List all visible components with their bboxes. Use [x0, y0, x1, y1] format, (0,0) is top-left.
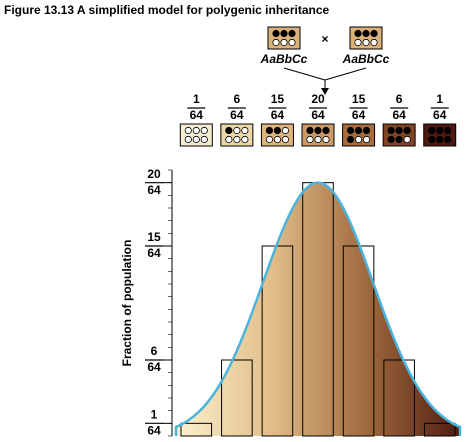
- allele-dot: [444, 126, 452, 135]
- genotype-fraction-denominator: 64: [392, 108, 406, 122]
- genotype-fraction-numerator: 15: [352, 92, 366, 106]
- genotype-fraction-numerator: 1: [193, 92, 200, 106]
- allele-dot: [403, 135, 411, 144]
- genotype-fraction-denominator: 64: [311, 108, 325, 122]
- figure-title: Figure 13.13 A simplified model for poly…: [4, 3, 330, 17]
- genotype-fraction-numerator: 20: [311, 92, 325, 106]
- bell-curve: [174, 181, 462, 436]
- cross-symbol: ×: [321, 32, 328, 46]
- y-tick-label-denominator: 64: [147, 424, 161, 438]
- allele-dot: [306, 135, 314, 144]
- genotype-fraction-denominator: 64: [190, 108, 204, 122]
- allele-dot: [184, 126, 192, 135]
- allele-dot: [354, 29, 362, 38]
- allele-dot: [288, 29, 296, 38]
- allele-dot: [346, 135, 355, 144]
- allele-dot: [200, 126, 208, 135]
- y-tick-label-numerator: 1: [151, 408, 158, 422]
- y-tick-label-denominator: 64: [147, 183, 161, 197]
- allele-dot: [362, 29, 370, 38]
- y-axis-label: Fraction of population: [120, 240, 134, 367]
- allele-dot: [322, 135, 330, 144]
- genotype-fraction-denominator: 64: [352, 108, 366, 122]
- allele-dot: [272, 38, 280, 47]
- allele-dot: [395, 126, 403, 135]
- genotype-fraction-numerator: 15: [271, 92, 285, 106]
- allele-dot: [362, 126, 371, 135]
- genotype-fraction-denominator: 64: [271, 108, 285, 122]
- allele-dot: [233, 126, 241, 135]
- genotype-fraction-numerator: 1: [436, 92, 443, 106]
- allele-dot: [428, 135, 436, 144]
- bar: [383, 359, 415, 437]
- genotype-fraction-numerator: 6: [234, 92, 241, 106]
- allele-dot: [370, 38, 378, 47]
- allele-dot: [241, 135, 249, 144]
- allele-dot: [306, 126, 314, 135]
- allele-dot: [280, 38, 288, 47]
- allele-dot: [200, 135, 208, 144]
- allele-dot: [225, 135, 233, 144]
- allele-dot: [428, 126, 436, 135]
- y-tick-label-numerator: 15: [147, 230, 161, 244]
- allele-dot: [387, 135, 395, 144]
- allele-dot: [192, 126, 200, 135]
- allele-dot: [362, 135, 371, 144]
- allele-dot: [288, 38, 296, 47]
- bar: [423, 422, 456, 437]
- allele-dot: [314, 135, 322, 144]
- genotype-fraction-numerator: 6: [396, 92, 403, 106]
- parent-genotype: AaBbCc: [260, 52, 308, 66]
- allele-dot: [362, 38, 370, 47]
- allele-dot: [184, 135, 192, 144]
- allele-dot: [370, 29, 378, 38]
- bar: [180, 422, 213, 437]
- allele-dot: [346, 126, 355, 135]
- genotype-fraction-denominator: 64: [230, 108, 244, 122]
- y-tick-label-denominator: 64: [147, 246, 161, 260]
- allele-dot: [444, 135, 452, 144]
- allele-dot: [192, 135, 200, 144]
- allele-dot: [436, 126, 444, 135]
- allele-dot: [273, 126, 282, 135]
- bar: [221, 359, 253, 437]
- allele-dot: [265, 126, 274, 135]
- parent-genotype: AaBbCc: [342, 52, 390, 66]
- allele-dot: [403, 126, 411, 135]
- allele-dot: [395, 135, 403, 144]
- allele-dot: [265, 135, 274, 144]
- arrowhead: [321, 88, 329, 95]
- allele-dot: [354, 38, 362, 47]
- y-tick-label-denominator: 64: [147, 360, 161, 374]
- population-gradient: [176, 182, 460, 436]
- allele-dot: [241, 126, 249, 135]
- allele-dot: [314, 126, 322, 135]
- allele-dot: [354, 126, 363, 135]
- genotype-fraction-denominator: 64: [433, 108, 447, 122]
- allele-dot: [272, 29, 280, 38]
- allele-dot: [387, 126, 395, 135]
- allele-dot: [281, 126, 290, 135]
- allele-dot: [322, 126, 330, 135]
- allele-dot: [233, 135, 241, 144]
- y-tick-label-numerator: 6: [151, 344, 158, 358]
- allele-dot: [225, 126, 233, 135]
- allele-dot: [354, 135, 363, 144]
- allele-dot: [436, 135, 444, 144]
- allele-dot: [281, 135, 290, 144]
- y-tick-label-numerator: 20: [147, 167, 161, 181]
- allele-dot: [280, 29, 288, 38]
- allele-dot: [273, 135, 282, 144]
